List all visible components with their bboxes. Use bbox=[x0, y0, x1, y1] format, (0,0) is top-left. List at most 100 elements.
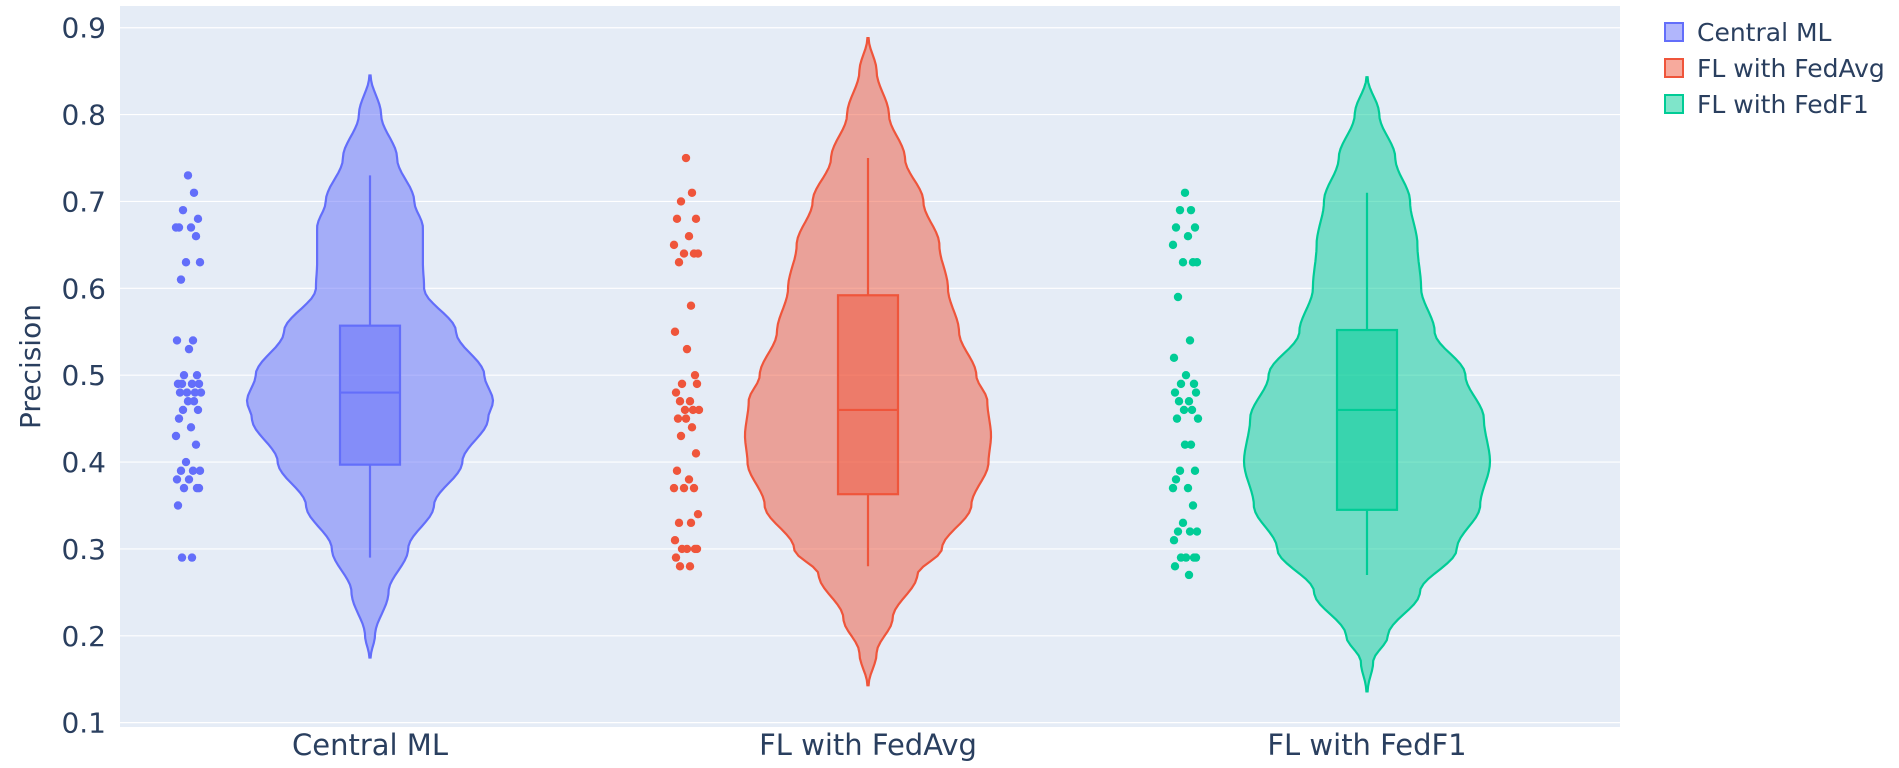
data-point bbox=[1181, 370, 1191, 380]
data-point bbox=[175, 388, 185, 397]
data-point bbox=[183, 171, 193, 180]
data-point bbox=[176, 275, 186, 284]
data-point bbox=[1188, 501, 1198, 510]
data-point bbox=[1191, 553, 1201, 562]
data-point bbox=[176, 466, 186, 475]
data-point bbox=[687, 423, 697, 432]
data-point bbox=[177, 379, 187, 389]
data-point bbox=[1184, 570, 1194, 580]
data-point bbox=[1173, 292, 1183, 302]
data-point bbox=[1176, 379, 1186, 389]
data-point bbox=[1176, 553, 1186, 562]
data-point bbox=[679, 249, 689, 258]
data-point bbox=[1185, 336, 1195, 345]
y-axis-title: Precision bbox=[14, 304, 47, 429]
data-point bbox=[693, 249, 703, 258]
data-point bbox=[1175, 205, 1185, 215]
data-point bbox=[676, 197, 686, 206]
legend-item[interactable]: FL with FedF1 bbox=[1664, 90, 1869, 119]
legend[interactable]: Central ML FL with FedAvg FL with FedF1 bbox=[1664, 18, 1885, 119]
data-point bbox=[684, 231, 694, 241]
data-point bbox=[184, 344, 194, 354]
data-point bbox=[1173, 527, 1183, 536]
x-category-label: Central ML bbox=[292, 728, 448, 762]
data-point bbox=[186, 423, 196, 432]
data-point bbox=[681, 414, 691, 423]
data-point bbox=[1193, 414, 1203, 423]
data-point bbox=[1192, 527, 1202, 536]
y-axis-ticks: 0.1 0.2 0.3 0.4 0.5 0.6 0.7 0.8 0.9 bbox=[61, 12, 106, 740]
violin-0 bbox=[171, 74, 495, 659]
data-point bbox=[187, 553, 197, 562]
data-point bbox=[691, 449, 701, 458]
y-tick-label: 0.4 bbox=[61, 446, 106, 479]
data-point bbox=[688, 405, 698, 415]
data-point bbox=[1178, 518, 1188, 528]
box-iqr bbox=[338, 324, 402, 466]
data-point bbox=[193, 214, 203, 224]
data-point bbox=[178, 405, 188, 415]
x-category-label: FL with FedF1 bbox=[1267, 728, 1466, 762]
y-tick-label: 0.7 bbox=[61, 185, 106, 218]
legend-swatch bbox=[1664, 94, 1684, 114]
legend-swatch bbox=[1664, 58, 1684, 78]
violin-1 bbox=[669, 37, 993, 687]
y-tick-label: 0.9 bbox=[61, 12, 106, 45]
data-point bbox=[1183, 483, 1193, 493]
data-point bbox=[190, 388, 200, 397]
data-point bbox=[685, 397, 695, 406]
data-point bbox=[1171, 475, 1181, 484]
data-point bbox=[691, 214, 701, 224]
data-point bbox=[172, 475, 182, 484]
data-point bbox=[672, 214, 682, 224]
data-point bbox=[1180, 440, 1190, 449]
data-point bbox=[173, 501, 183, 510]
legend-label: Central ML bbox=[1697, 18, 1832, 47]
data-point bbox=[1186, 440, 1196, 449]
data-point bbox=[684, 475, 694, 484]
box-iqr bbox=[1335, 328, 1399, 511]
data-point bbox=[1187, 405, 1197, 415]
data-point bbox=[171, 431, 181, 441]
data-point bbox=[672, 466, 682, 475]
data-point bbox=[1178, 258, 1188, 267]
data-point bbox=[191, 231, 201, 241]
data-point bbox=[673, 414, 683, 423]
data-point bbox=[674, 258, 684, 267]
y-tick-label: 0.8 bbox=[61, 99, 106, 132]
data-point bbox=[693, 509, 703, 519]
data-point bbox=[681, 153, 691, 163]
data-point bbox=[671, 388, 681, 397]
data-point bbox=[677, 544, 687, 554]
data-point bbox=[1185, 527, 1195, 536]
legend-item[interactable]: FL with FedAvg bbox=[1664, 54, 1885, 83]
data-point bbox=[1183, 231, 1193, 241]
data-point bbox=[186, 223, 196, 232]
data-point bbox=[191, 440, 201, 449]
data-point bbox=[675, 397, 685, 406]
legend-item[interactable]: Central ML bbox=[1664, 18, 1832, 47]
data-point bbox=[1189, 379, 1199, 389]
data-point bbox=[677, 379, 687, 389]
y-tick-label: 0.6 bbox=[61, 272, 106, 305]
data-point bbox=[187, 379, 197, 389]
data-point bbox=[669, 240, 679, 250]
data-point bbox=[1179, 405, 1189, 415]
data-point bbox=[174, 414, 184, 423]
data-point bbox=[1192, 258, 1202, 267]
data-point bbox=[179, 370, 189, 380]
data-point bbox=[1174, 397, 1184, 406]
data-point bbox=[189, 397, 199, 406]
data-point bbox=[694, 405, 704, 415]
data-point bbox=[674, 518, 684, 528]
data-point bbox=[1180, 188, 1190, 197]
violin-traces bbox=[171, 37, 1492, 693]
legend-label: FL with FedAvg bbox=[1697, 54, 1885, 83]
data-point bbox=[181, 457, 191, 467]
legend-label: FL with FedF1 bbox=[1697, 90, 1869, 119]
data-point bbox=[183, 397, 193, 406]
data-point bbox=[1191, 388, 1201, 397]
data-point bbox=[689, 483, 699, 493]
data-point bbox=[670, 327, 680, 336]
